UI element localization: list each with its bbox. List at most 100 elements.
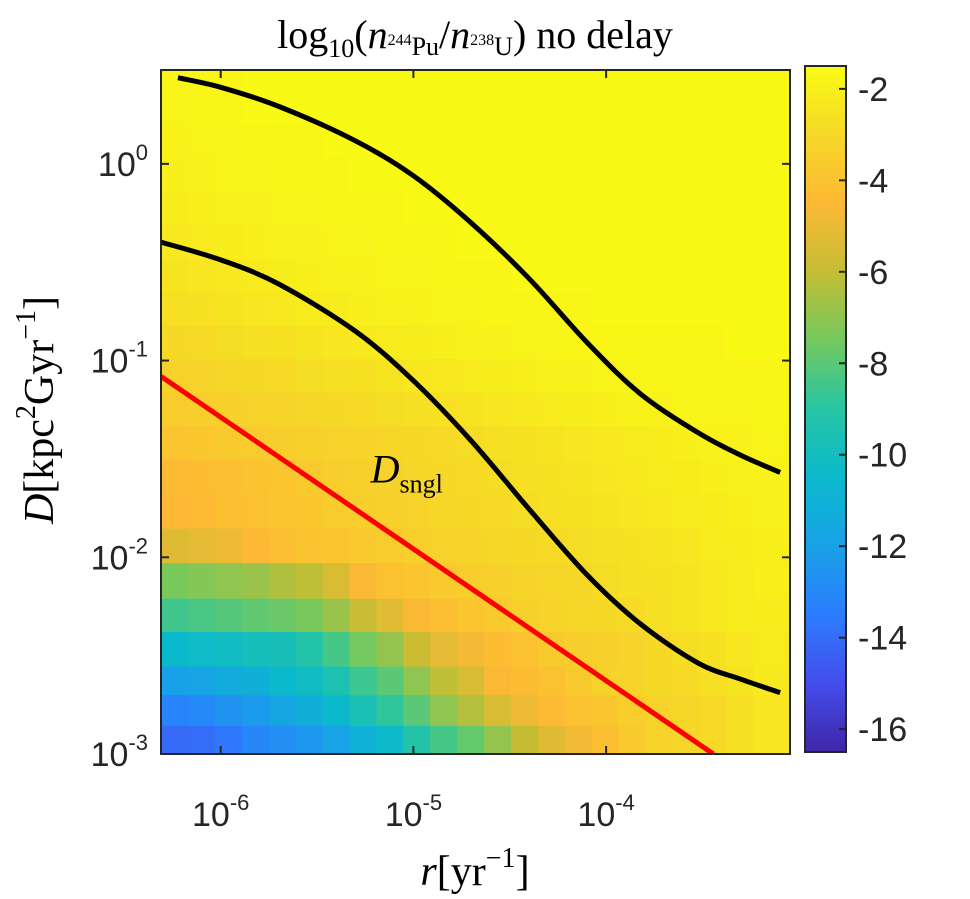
heatmap-cell — [430, 527, 458, 564]
heatmap-cell — [645, 224, 674, 259]
heatmap-cell — [295, 631, 324, 667]
xlabel-open: [yr — [437, 849, 486, 895]
heatmap-cell — [484, 694, 512, 726]
heatmap-cell — [295, 493, 324, 529]
title-func: log — [277, 12, 328, 57]
heatmap-cell — [161, 562, 190, 599]
heatmap-cell — [753, 257, 790, 293]
heatmap-cell — [564, 598, 593, 632]
heatmap-cell — [726, 324, 754, 360]
heatmap-cell — [753, 157, 790, 192]
heatmap-cell — [753, 70, 790, 125]
heatmap-cell — [591, 631, 620, 667]
x-tick-label: 10-4 — [577, 790, 634, 834]
heatmap-cell — [672, 224, 701, 259]
heatmap-cell — [430, 666, 458, 696]
heatmap-cell — [242, 527, 270, 564]
heatmap-cell — [672, 190, 701, 226]
heatmap-cell — [645, 562, 674, 599]
heatmap-cell — [161, 392, 190, 427]
heatmap-cell — [726, 190, 754, 226]
heatmap-cell — [753, 631, 790, 667]
heatmap-cell — [537, 694, 566, 726]
heatmap-cell — [564, 157, 593, 192]
heatmap-cell — [726, 157, 754, 192]
heatmap-cell — [672, 70, 701, 125]
heatmap-cell — [430, 291, 458, 326]
heatmap-cell — [161, 291, 190, 326]
heatmap-cell — [349, 257, 378, 293]
y-ticks: 10-3 10-2 10-1 100 — [91, 140, 790, 774]
heatmap-cell — [349, 157, 378, 192]
heatmap-cell — [242, 725, 270, 754]
heatmap-cell — [188, 291, 216, 326]
heatmap-cell — [214, 666, 243, 696]
heatmap-cell — [161, 631, 190, 667]
heatmap-cell — [511, 70, 539, 125]
heatmap-cell — [457, 493, 485, 529]
heatmap-cell — [430, 694, 458, 726]
heatmap-cell — [511, 291, 539, 326]
heatmap-cell — [295, 666, 324, 696]
heatmap-cell — [214, 291, 243, 326]
heatmap-cell — [537, 324, 566, 360]
heatmap-cell — [457, 190, 485, 226]
heatmap-cell — [753, 358, 790, 393]
heatmap-cell — [699, 157, 728, 192]
heatmap-cell — [295, 224, 324, 259]
heatmap-cell — [376, 257, 404, 293]
heatmap-cell — [457, 70, 485, 125]
colorbar — [804, 65, 847, 753]
title-den-n: n — [450, 12, 470, 57]
heatmap-cell — [268, 694, 297, 726]
heatmap-cell — [430, 598, 458, 632]
heatmap-cell — [403, 324, 431, 360]
heatmap-cell — [618, 70, 647, 125]
heatmap-cell — [188, 631, 216, 667]
y-axis-label: D[kpc2Gyr−1] — [11, 296, 63, 525]
heatmap-cell — [564, 190, 593, 226]
heatmap-cell — [214, 493, 243, 529]
heatmap-cell — [726, 257, 754, 293]
heatmap-cell — [430, 425, 458, 460]
heatmap-cell — [403, 224, 431, 259]
heatmap-cell — [457, 291, 485, 326]
xlabel-var: r — [420, 849, 437, 895]
heatmap-cell — [457, 598, 485, 632]
heatmap-cell — [699, 190, 728, 226]
heatmap-cell — [457, 123, 485, 159]
x-ticks: 10-6 10-5 10-4 — [192, 70, 635, 834]
heatmap-cell — [214, 458, 243, 494]
heatmap-cell — [242, 392, 270, 427]
heatmap-cell — [537, 157, 566, 192]
heatmap-cell — [161, 493, 190, 529]
heatmap-cell — [618, 157, 647, 192]
heatmap-cell — [242, 666, 270, 696]
heatmap-cell — [699, 392, 728, 427]
heatmap-cells — [161, 70, 790, 754]
heatmap-cell — [591, 694, 620, 726]
heatmap-cell — [430, 458, 458, 494]
heatmap-cell — [242, 631, 270, 667]
heatmap-cell — [242, 224, 270, 259]
heatmap-cell — [645, 190, 674, 226]
heatmap-cell — [537, 666, 566, 696]
heatmap-cell — [214, 598, 243, 632]
heatmap-cell — [268, 291, 297, 326]
colorbar-tick-label: -8 — [858, 345, 888, 383]
heatmap-cell — [161, 190, 190, 226]
heatmap-cell — [349, 190, 378, 226]
heatmap-cell — [295, 257, 324, 293]
heatmap-cell — [511, 425, 539, 460]
heatmap-cell — [349, 598, 378, 632]
heatmap-cell — [188, 257, 216, 293]
heatmap-cell — [699, 257, 728, 293]
heatmap-cell — [188, 562, 216, 599]
heatmap-cell — [403, 123, 431, 159]
heatmap-cell — [161, 458, 190, 494]
heatmap-cell — [672, 123, 701, 159]
heatmap-cell — [753, 123, 790, 159]
colorbar-tick-label: -6 — [858, 254, 888, 292]
heatmap-cell — [618, 190, 647, 226]
title-func-sub: 10 — [328, 34, 354, 63]
